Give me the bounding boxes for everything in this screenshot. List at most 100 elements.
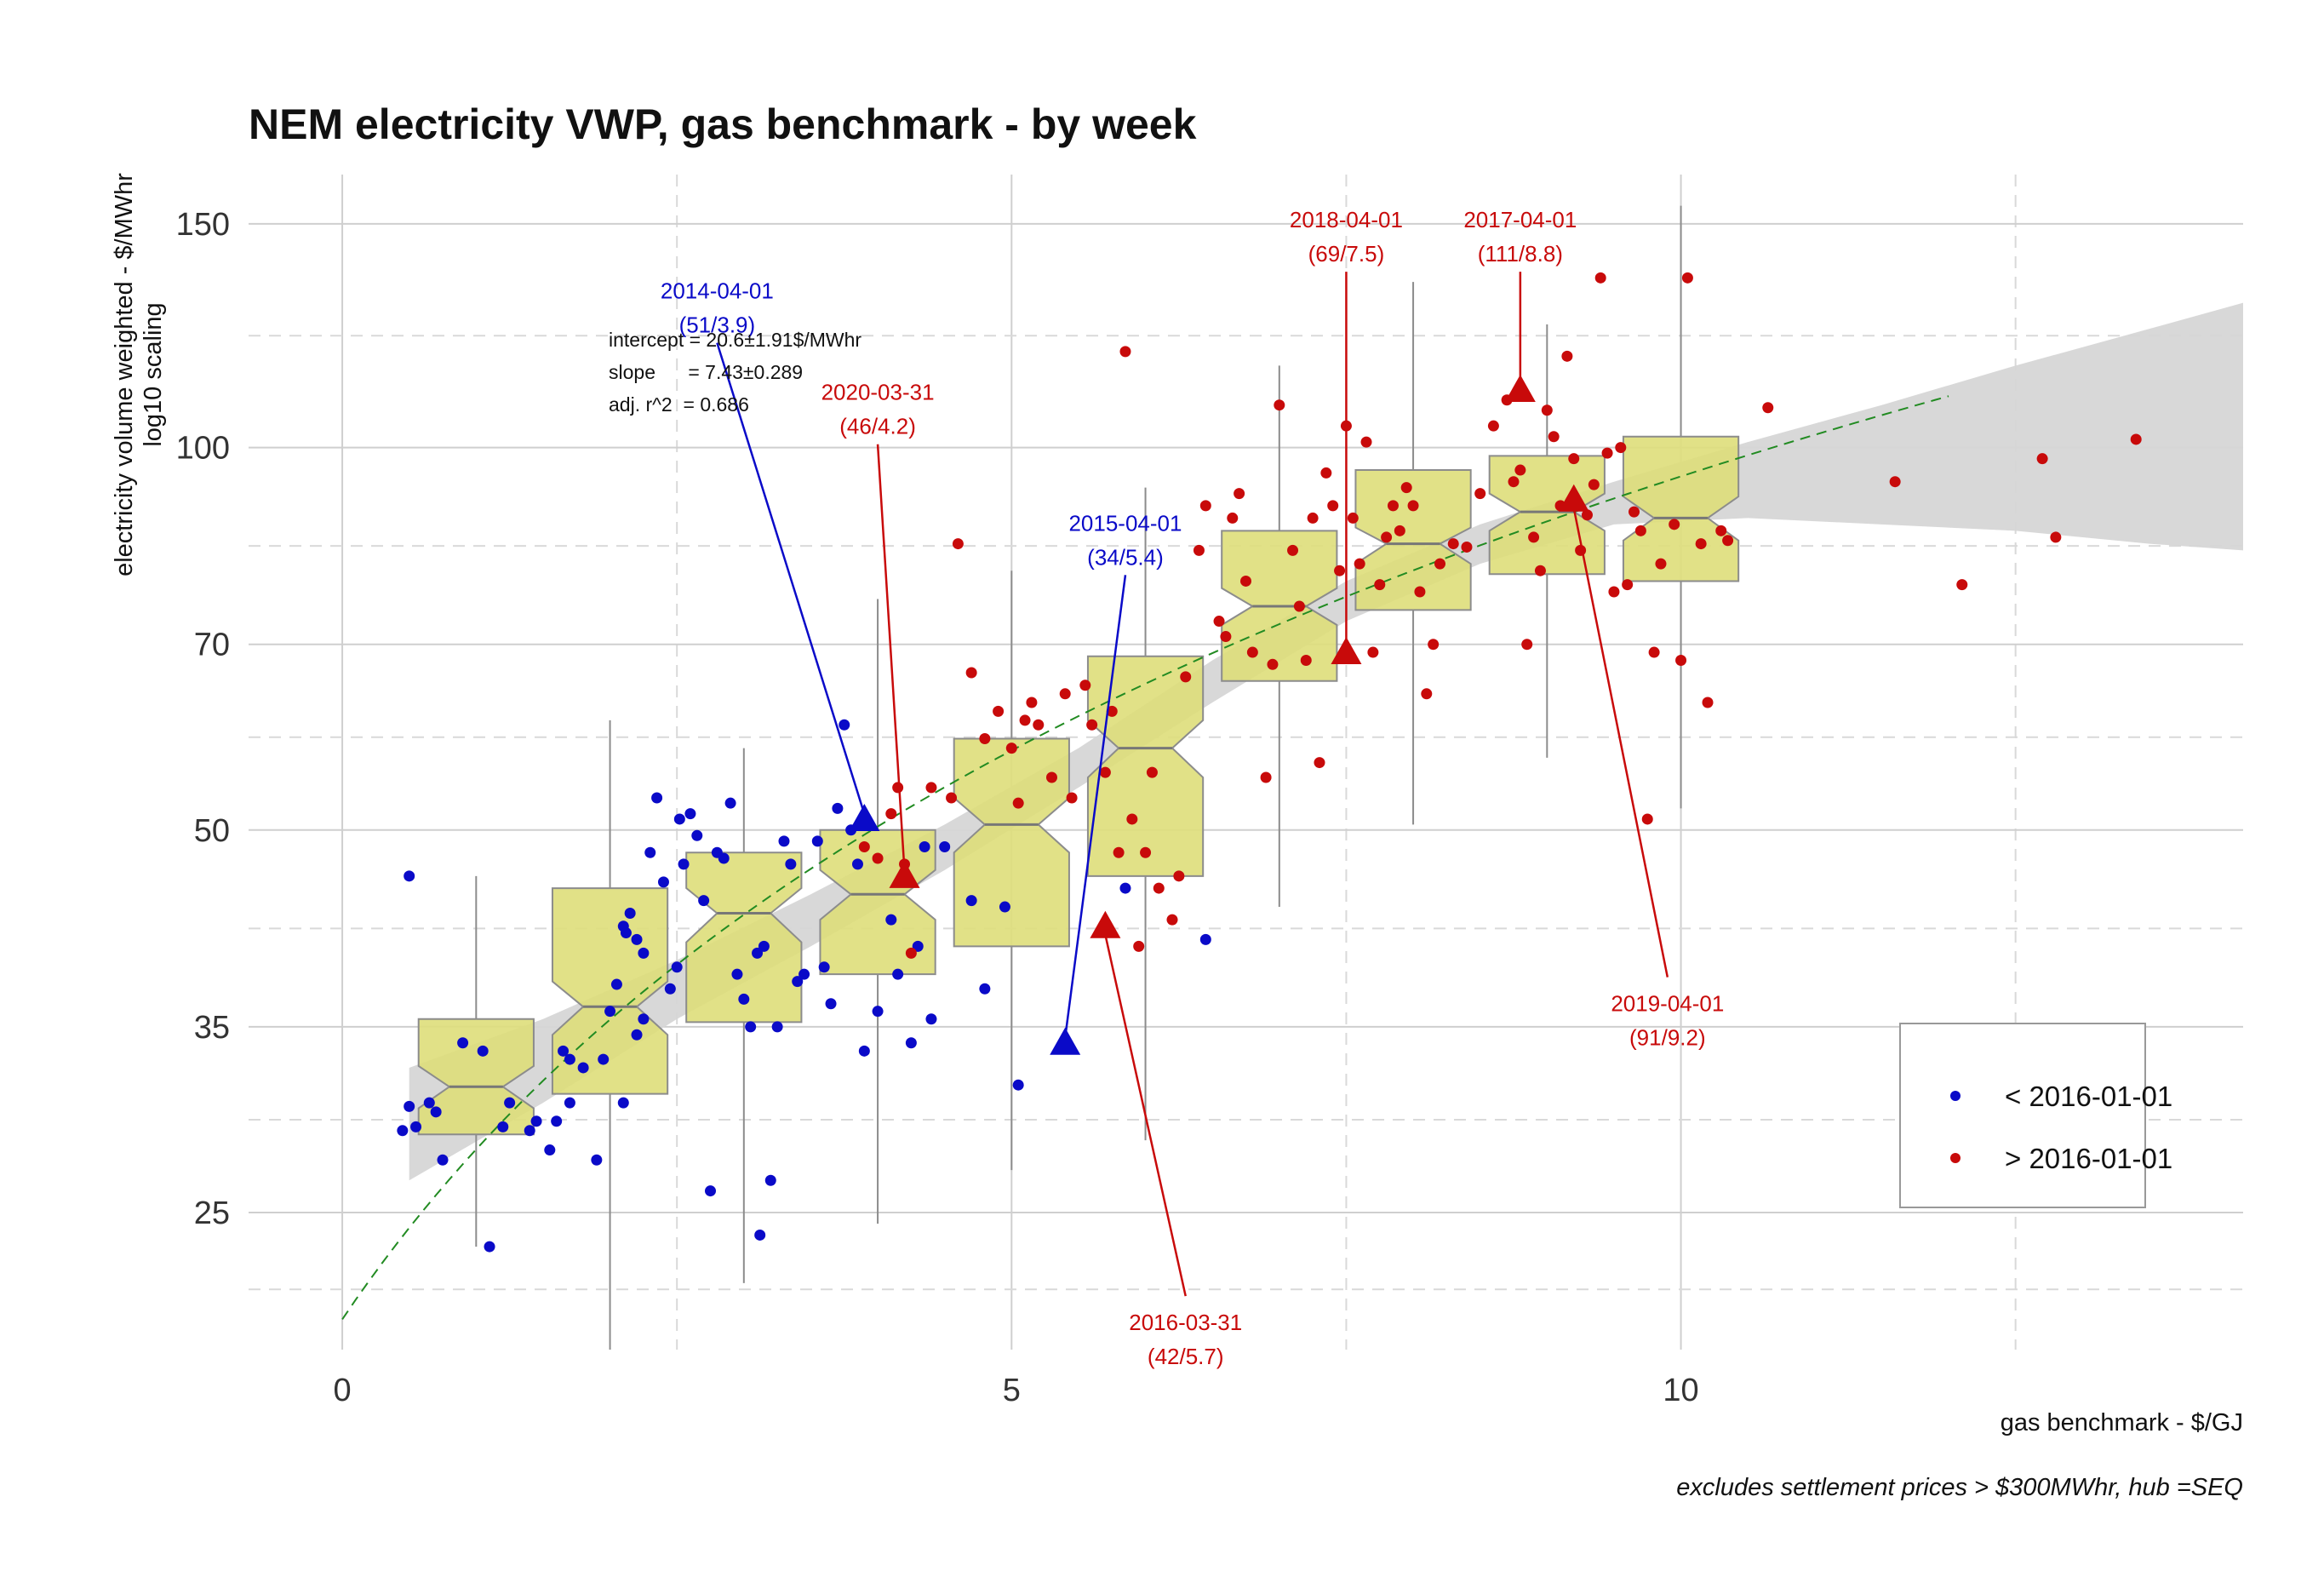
point-before: [620, 927, 632, 939]
point-before: [457, 1037, 469, 1049]
annotation-marker: [1504, 374, 1536, 402]
point-before: [832, 802, 844, 814]
point-before: [764, 1174, 776, 1186]
point-after: [1608, 586, 1620, 598]
point-before: [825, 998, 837, 1010]
annotation-label: 2015-04-01: [1068, 510, 1182, 536]
y-tick-label: 35: [194, 1010, 230, 1046]
point-before: [577, 1062, 589, 1074]
regression-intercept: intercept = 20.6±1.91$/MWhr: [609, 329, 861, 351]
regression-slope: slope = 7.43±0.289: [609, 361, 803, 383]
point-before: [423, 1097, 435, 1109]
point-after: [1889, 476, 1901, 488]
point-after: [946, 792, 958, 804]
point-after: [1400, 482, 1412, 494]
annotation-leader: [1104, 934, 1187, 1297]
point-after: [1487, 420, 1499, 432]
box: [1488, 455, 1606, 576]
point-after: [1293, 600, 1305, 612]
points: [397, 272, 2142, 1253]
legend-label-before: < 2016-01-01: [2005, 1081, 2172, 1112]
point-after: [1140, 846, 1152, 858]
point-after: [1722, 535, 1734, 547]
point-after: [1461, 541, 1473, 553]
point-before: [999, 901, 1010, 913]
point-before: [410, 1121, 422, 1132]
point-after: [1079, 679, 1091, 691]
point-after: [1514, 464, 1526, 476]
point-after: [1106, 705, 1118, 717]
point-before: [558, 1045, 570, 1057]
annotation-label: 2020-03-31: [821, 380, 935, 405]
point-after: [1166, 914, 1178, 926]
point-before: [839, 719, 850, 731]
point-before: [564, 1097, 575, 1109]
point-after: [925, 782, 937, 794]
box: [1086, 655, 1205, 877]
tick-labels: 0 5 10 25 35 50 70 100 150: [176, 207, 1699, 1408]
point-before: [684, 808, 696, 820]
annotation-label: 2019-04-01: [1611, 991, 1724, 1017]
point-after: [1568, 453, 1580, 465]
point-before: [610, 978, 622, 990]
point-after: [1374, 579, 1386, 591]
point-before: [404, 870, 415, 882]
point-after: [1026, 697, 1038, 708]
point-after: [1153, 882, 1165, 894]
point-after: [1045, 771, 1057, 783]
point-after: [1669, 519, 1680, 530]
point-before: [477, 1045, 489, 1057]
point-before: [851, 858, 863, 870]
chart-title: NEM electricity VWP, gas benchmark - by …: [249, 100, 1197, 148]
point-after: [1561, 350, 1573, 362]
point-before: [1119, 882, 1131, 894]
annotation-sublabel: (69/7.5): [1308, 241, 1385, 267]
point-after: [1715, 525, 1727, 536]
point-before: [404, 1100, 415, 1112]
annotation-label: 2014-04-01: [661, 278, 774, 304]
point-before: [598, 1053, 610, 1065]
y-axis-label: electricity volume weighted - $/MWhr: [111, 173, 138, 576]
point-after: [1588, 479, 1600, 490]
point-before: [858, 1045, 870, 1057]
annotation-sublabel: (91/9.2): [1629, 1025, 1706, 1051]
point-after: [1675, 655, 1687, 667]
point-after: [1012, 797, 1024, 809]
point-after: [1474, 488, 1486, 500]
legend: < 2016-01-01 > 2016-01-01: [1899, 1023, 2172, 1208]
point-after: [1119, 346, 1131, 358]
point-after: [1641, 813, 1653, 825]
point-before: [524, 1125, 535, 1137]
point-after: [1019, 714, 1031, 726]
y-tick-label: 50: [194, 813, 230, 849]
point-before: [919, 841, 930, 853]
point-before: [638, 1013, 650, 1025]
y-tick-label: 100: [176, 431, 230, 467]
point-before: [657, 876, 669, 888]
annotation-sublabel: (46/4.2): [839, 414, 916, 439]
point-before: [638, 947, 650, 959]
point-after: [1434, 558, 1446, 570]
annotations: 2014-04-01 (51/3.9) 2015-04-01 (34/5.4) 2016…: [661, 207, 1724, 1369]
point-after: [1066, 792, 1078, 804]
point-before: [698, 895, 710, 907]
box: [1622, 435, 1740, 582]
point-after: [952, 538, 964, 550]
point-before: [771, 1021, 783, 1033]
annotation-label: 2016-03-31: [1129, 1310, 1242, 1335]
point-after: [1113, 846, 1125, 858]
point-before: [631, 933, 643, 945]
point-before: [799, 968, 810, 980]
point-after: [1548, 431, 1560, 443]
point-after: [1702, 697, 1714, 708]
point-before: [397, 1125, 409, 1137]
point-before: [792, 976, 804, 988]
point-before: [430, 1106, 442, 1118]
point-after: [993, 705, 1005, 717]
point-after: [2050, 531, 2062, 543]
point-after: [1762, 402, 1774, 414]
annotation-leader: [716, 342, 866, 815]
point-before: [965, 895, 977, 907]
point-before: [644, 846, 656, 858]
point-after: [1447, 538, 1459, 550]
